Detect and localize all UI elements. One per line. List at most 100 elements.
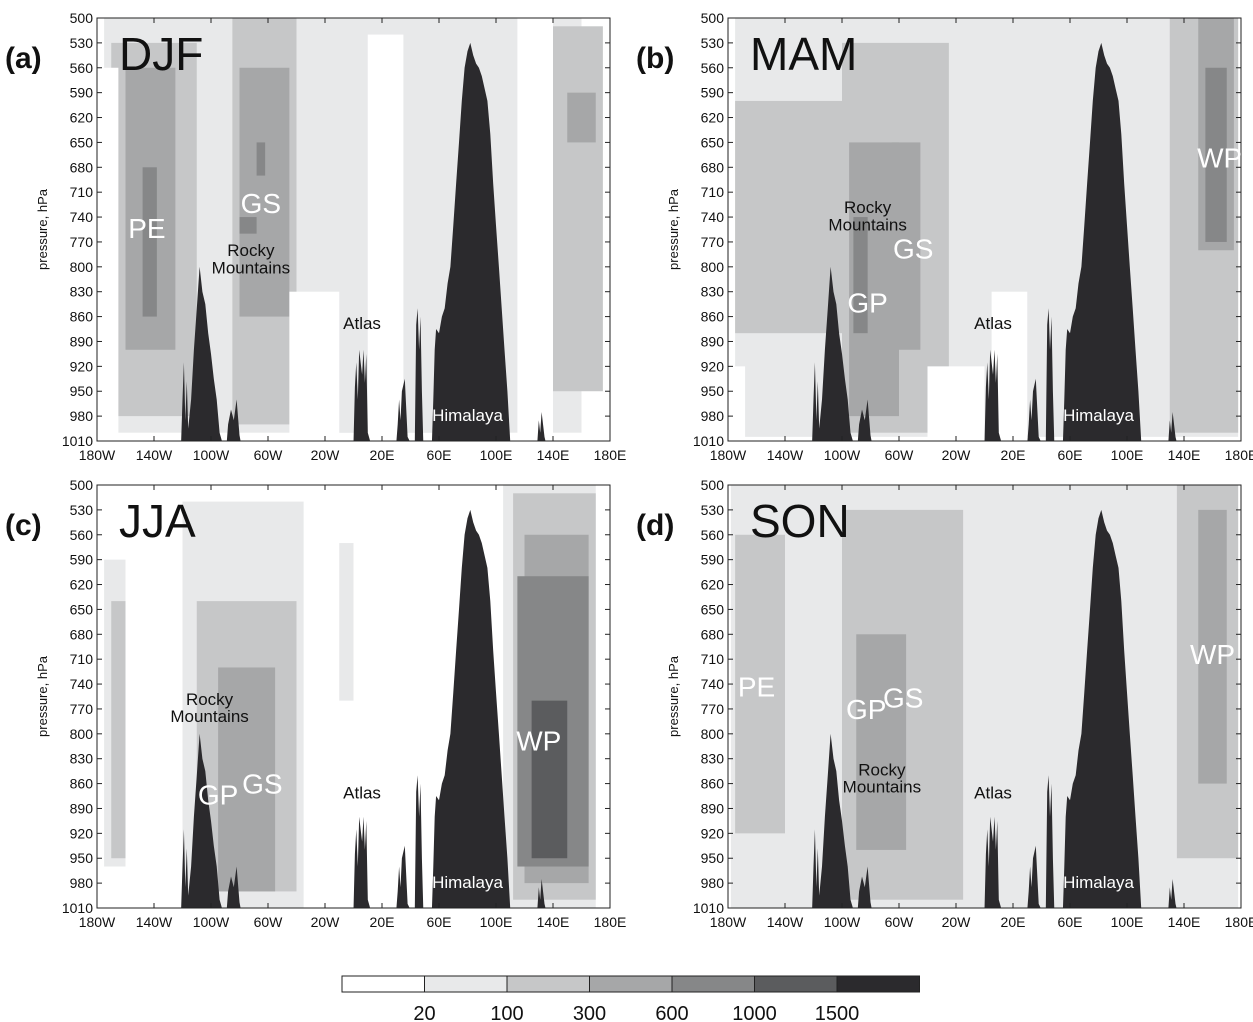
- x-tick-label: 140E: [537, 914, 570, 930]
- y-tick-label: 680: [70, 159, 94, 175]
- annotation-mountains: Mountains: [170, 707, 248, 726]
- colorbar-tick-label: 100: [490, 1003, 523, 1022]
- y-tick-label: 590: [70, 85, 94, 101]
- colorbar-swatch: [341, 975, 425, 993]
- y-tick-label: 920: [701, 825, 725, 841]
- annotation-atlas: Atlas: [974, 314, 1012, 333]
- y-tick-label: 800: [70, 726, 94, 742]
- y-tick-label: 770: [701, 701, 725, 717]
- annotation-himalaya: Himalaya: [1063, 406, 1134, 425]
- annotation-gs: GS: [242, 769, 282, 800]
- y-tick-label: 740: [70, 209, 94, 225]
- x-tick-label: 20E: [370, 447, 395, 463]
- colorbar-tick-label: 1000: [732, 1003, 777, 1022]
- y-tick-label: 560: [701, 60, 725, 76]
- y-tick-label: 500: [701, 477, 725, 493]
- y-tick-label: 590: [701, 85, 725, 101]
- colorbar-tick-label: 1500: [815, 1003, 860, 1022]
- y-tick-label: 620: [701, 110, 725, 126]
- x-tick-label: 140E: [1168, 914, 1201, 930]
- y-tick-label: 800: [701, 726, 725, 742]
- annotation-pe: PE: [738, 672, 775, 703]
- y-tick-label: 980: [701, 875, 725, 891]
- season-title: SON: [750, 495, 850, 547]
- x-tick-label: 100E: [480, 447, 513, 463]
- y-tick-label: 860: [70, 309, 94, 325]
- x-tick-label: 100E: [480, 914, 513, 930]
- y-tick-label: 530: [70, 35, 94, 51]
- y-tick-label: 500: [70, 10, 94, 26]
- colorbar-swatch: [671, 975, 755, 993]
- annotation-wp: WP: [1190, 639, 1235, 670]
- x-tick-label: 20E: [1001, 447, 1026, 463]
- y-tick-label: 1010: [62, 433, 93, 449]
- y-tick-label: 950: [70, 383, 94, 399]
- x-tick-label: 140E: [1168, 447, 1201, 463]
- y-tick-label: 500: [70, 477, 94, 493]
- annotation-gs: GS: [883, 682, 923, 713]
- y-axis-label: pressure, hPa: [666, 655, 681, 737]
- season-title: DJF: [119, 28, 203, 80]
- y-tick-label: 830: [70, 284, 94, 300]
- x-tick-label: 180W: [710, 447, 747, 463]
- x-tick-label: 180W: [710, 914, 747, 930]
- heatmap-cell: [367, 34, 404, 441]
- heatmap-cell: [891, 142, 921, 350]
- y-tick-label: 740: [701, 676, 725, 692]
- annotation-mountains: Mountains: [843, 778, 921, 797]
- x-tick-label: 140E: [537, 447, 570, 463]
- x-tick-label: 100W: [824, 447, 861, 463]
- y-tick-label: 770: [70, 701, 94, 717]
- annotation-wp: WP: [1197, 142, 1242, 173]
- y-tick-label: 680: [701, 159, 725, 175]
- y-tick-label: 740: [701, 209, 725, 225]
- annotation-wp: WP: [516, 725, 561, 756]
- annotation-rocky: Rocky: [186, 690, 234, 709]
- y-tick-label: 890: [701, 800, 725, 816]
- x-tick-label: 180W: [79, 914, 116, 930]
- y-tick-label: 1010: [693, 900, 724, 916]
- y-tick-label: 680: [701, 626, 725, 642]
- annotation-rocky: Rocky: [844, 198, 892, 217]
- x-tick-label: 180E: [594, 914, 627, 930]
- y-tick-label: 950: [70, 850, 94, 866]
- annotation-mountains: Mountains: [828, 215, 906, 234]
- y-tick-label: 860: [701, 309, 725, 325]
- y-tick-label: 530: [701, 502, 725, 518]
- x-tick-label: 140W: [136, 914, 173, 930]
- x-tick-label: 20W: [311, 447, 341, 463]
- x-tick-label: 20E: [1001, 914, 1026, 930]
- annotation-himalaya: Himalaya: [1063, 873, 1134, 892]
- x-tick-label: 60E: [427, 914, 452, 930]
- y-tick-label: 710: [701, 184, 725, 200]
- x-tick-label: 60W: [254, 447, 284, 463]
- panel-mam: 500 530 560 590 620 650 680 710 740 770 800 830 860 8…: [636, 10, 1253, 463]
- colorbar-tick-label: 300: [573, 1003, 606, 1022]
- annotation-atlas: Atlas: [974, 784, 1012, 803]
- y-tick-label: 1010: [62, 900, 93, 916]
- heatmap-cell: [545, 26, 603, 392]
- annotation-pe: PE: [128, 213, 165, 244]
- y-tick-label: 710: [70, 651, 94, 667]
- y-tick-label: 920: [701, 358, 725, 374]
- heatmap-cell: [111, 601, 126, 859]
- y-tick-label: 950: [701, 383, 725, 399]
- panel-son: 500 530 560 590 620 650 680 710 740 770 800 830 860 8…: [636, 477, 1253, 930]
- colorbar-swatch: [424, 975, 508, 993]
- y-tick-label: 530: [701, 35, 725, 51]
- panel-djf: 500 530 560 590 620 650 680 710 740 770 800 830 860 8…: [5, 10, 626, 463]
- x-tick-label: 20W: [311, 914, 341, 930]
- x-tick-label: 60W: [885, 447, 915, 463]
- colorbar-tick-label: 600: [655, 1003, 688, 1022]
- y-tick-label: 650: [701, 134, 725, 150]
- annotation-gp: GP: [198, 779, 238, 810]
- colorbar-swatch: [589, 975, 673, 993]
- plot-area-son: [728, 485, 1241, 908]
- heatmap-cell: [239, 67, 290, 317]
- y-tick-label: 590: [70, 552, 94, 568]
- y-tick-label: 890: [70, 800, 94, 816]
- x-tick-label: 100W: [824, 914, 861, 930]
- x-tick-label: 180E: [1225, 447, 1253, 463]
- x-tick-label: 100E: [1111, 447, 1144, 463]
- panel-jja: 500 530 560 590 620 650 680 710 740 770 800 830 860 8…: [5, 477, 626, 930]
